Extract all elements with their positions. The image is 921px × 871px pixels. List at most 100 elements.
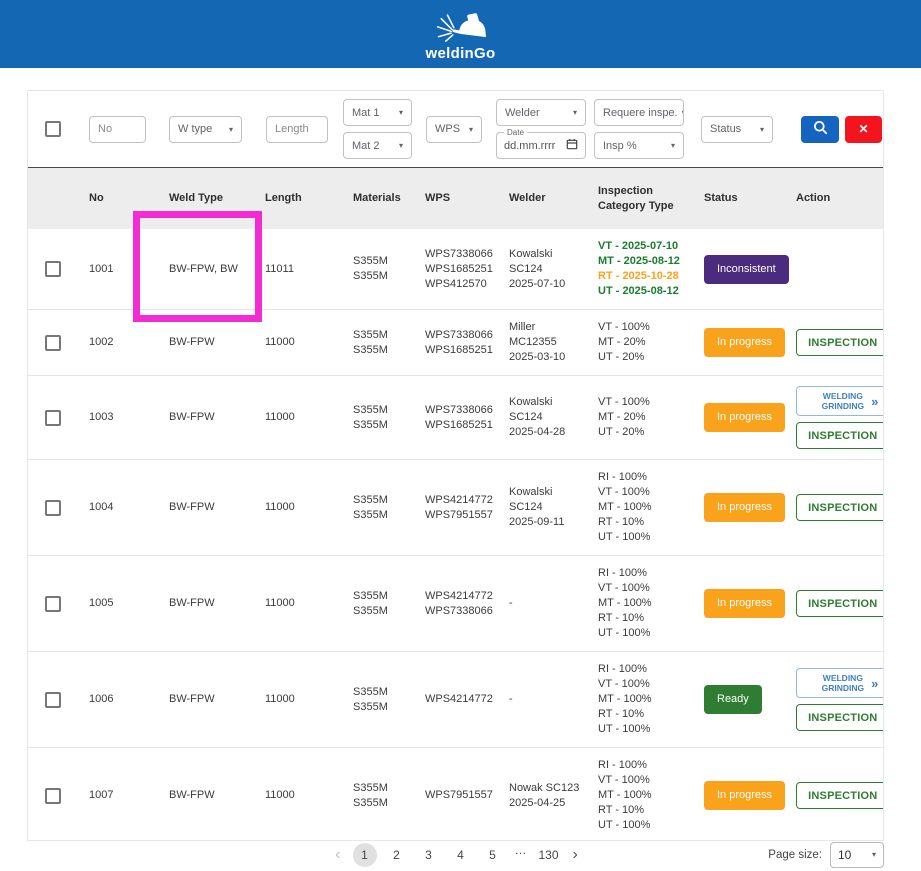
cell-welder: Kowalski SC124 2025-09-11: [509, 486, 565, 528]
cell-no: 1006: [89, 693, 114, 705]
cell-no: 1004: [89, 501, 114, 513]
row-checkbox[interactable]: [45, 691, 61, 708]
cell-inspection: RI - 100% VT - 100% MT - 100% RT - 10% UT - …: [598, 471, 652, 543]
cell-length: 11000: [265, 336, 295, 348]
page-size-select[interactable]: 10 ▾: [830, 841, 884, 868]
page-number-1[interactable]: 1: [352, 842, 377, 867]
col-header-wps: WPS: [425, 192, 451, 204]
page-number-3[interactable]: 3: [425, 847, 432, 862]
cell-welder: Miller MC12355 2025-03-10: [509, 321, 566, 363]
table-row: 1006 BW-FPW 11000 S355M S355M WPS4214772 …: [28, 652, 883, 748]
page-number-4[interactable]: 4: [457, 847, 464, 862]
welding-grinding-button[interactable]: WELDING GRINDING»: [796, 668, 883, 698]
col-header-no: No: [89, 192, 104, 204]
double-chevron-icon: »: [871, 675, 879, 691]
row-checkbox[interactable]: [45, 787, 61, 804]
cell-inspection: VT - 2025-07-10 MT - 2025-08-12 RT - 2025-…: [598, 240, 680, 297]
cell-materials: S355M S355M: [353, 403, 388, 431]
row-checkbox[interactable]: [45, 409, 61, 426]
cell-inspection: RI - 100% VT - 100% MT - 100% RT - 10% UT - …: [598, 759, 652, 831]
cell-length: 11000: [265, 693, 295, 705]
cell-welder: Kowalski SC124 2025-04-28: [509, 396, 566, 438]
weld-type-filter-select[interactable]: W type ▾: [169, 115, 242, 143]
inspection-button[interactable]: INSPECTION»: [796, 782, 883, 809]
row-checkbox[interactable]: [45, 499, 61, 516]
chevron-down-icon: ▾: [398, 108, 403, 117]
cell-wps: WPS4214772 WPS7338066: [425, 589, 493, 617]
pagination-bar: ‹ 1 2 3 4 5 … 130 › Page size: 10 ▾: [27, 841, 886, 868]
clear-filters-button[interactable]: ✕: [845, 115, 882, 143]
table-row: 1007 BW-FPW 11000 S355M S355M WPS7951557 …: [28, 748, 883, 840]
no-filter-input[interactable]: [89, 115, 146, 143]
page-ellipsis: …: [514, 842, 527, 857]
mat2-filter-select[interactable]: Mat 2 ▾: [343, 132, 412, 159]
cell-welder: Kowalski SC124 2025-07-10: [509, 247, 566, 290]
chevron-down-icon: ▾: [682, 108, 683, 117]
status-badge: In progress: [704, 589, 786, 618]
date-placeholder: dd.mm.rrrr: [504, 139, 556, 152]
row-checkbox[interactable]: [45, 595, 61, 612]
chevron-prev-icon[interactable]: ‹: [335, 845, 341, 863]
cell-no: 1002: [89, 336, 114, 348]
inspection-button[interactable]: INSPECTION»: [796, 590, 883, 617]
page-number-130[interactable]: 130: [538, 847, 559, 862]
length-filter-input[interactable]: [266, 115, 328, 143]
cell-inspection: VT - 100% MT - 20% UT - 20%: [598, 321, 650, 363]
cell-status: Ready: [688, 685, 780, 714]
cell-no: 1005: [89, 597, 114, 609]
page-number-2[interactable]: 2: [393, 847, 400, 862]
inspection-button[interactable]: INSPECTION»: [796, 329, 883, 356]
cell-status: In progress: [688, 589, 786, 618]
row-checkbox[interactable]: [45, 334, 61, 351]
search-button[interactable]: [801, 115, 839, 143]
page-size-label: Page size:: [768, 848, 822, 861]
cell-length: 11000: [265, 501, 295, 513]
table-row: 1004 BW-FPW 11000 S355M S355M WPS4214772 W…: [28, 460, 883, 556]
date-field-label: Date: [504, 128, 527, 137]
cell-weld-type: BW-FPW: [169, 789, 215, 801]
cell-wps: WPS7338066 WPS1685251 WPS412570: [425, 247, 493, 290]
col-header-welder: Welder: [509, 192, 546, 204]
col-header-action: Action: [796, 192, 831, 204]
select-all-checkbox[interactable]: [45, 121, 61, 137]
cell-inspection: RI - 100% VT - 100% MT - 100% RT - 10% UT - …: [598, 663, 652, 735]
table-row: 1003 BW-FPW 11000 S355M S355M WPS7338066 W…: [28, 376, 883, 460]
cell-materials: S355M S355M: [353, 589, 388, 617]
status-filter-select[interactable]: Status ▾: [701, 115, 773, 143]
chevron-next-icon[interactable]: ›: [572, 845, 578, 863]
inspection-button[interactable]: INSPECTION»: [796, 704, 883, 731]
table-row: 1001 BW-FPW, BW 11011 S355M S355M WPS7338…: [28, 229, 883, 310]
double-chevron-icon: »: [871, 393, 879, 409]
welder-logo-icon: [434, 7, 488, 48]
status-badge: In progress: [704, 781, 786, 810]
col-header-inspection: Inspection Category Type: [598, 184, 674, 212]
welding-grinding-button[interactable]: WELDING GRINDING»: [796, 386, 883, 416]
inspection-button[interactable]: INSPECTION»: [796, 422, 883, 449]
chevron-down-icon: ▾: [670, 141, 675, 150]
status-badge: In progress: [704, 403, 786, 432]
insp-percent-filter-select[interactable]: Insp % ▾: [594, 132, 684, 159]
clear-icon: ✕: [858, 122, 869, 136]
cell-weld-type: BW-FPW: [169, 411, 215, 423]
cell-status: In progress: [688, 403, 786, 432]
inspection-button[interactable]: INSPECTION»: [796, 494, 883, 521]
status-badge: Ready: [704, 685, 762, 714]
require-inspection-filter-select[interactable]: Requere inspe. ▾: [594, 99, 684, 126]
page-number-5[interactable]: 5: [489, 847, 496, 862]
cell-length: 11011: [265, 262, 294, 275]
search-icon: [813, 120, 828, 138]
cell-welder: -: [509, 693, 513, 705]
table-row: 1005 BW-FPW 11000 S355M S355M WPS4214772 W…: [28, 556, 883, 652]
welder-filter-select[interactable]: Welder ▾: [496, 99, 586, 126]
cell-status: In progress: [688, 493, 786, 522]
cell-status: In progress: [688, 328, 786, 357]
mat1-filter-select[interactable]: Mat 1 ▾: [343, 99, 412, 126]
app-header: weldinGo: [0, 0, 921, 68]
cell-materials: S355M S355M: [353, 781, 388, 809]
wps-filter-select[interactable]: WPS ▾: [426, 115, 482, 143]
cell-materials: S355M S355M: [353, 685, 388, 713]
cell-wps: WPS4214772: [425, 693, 493, 705]
row-checkbox[interactable]: [45, 261, 61, 277]
date-filter-input[interactable]: Date dd.mm.rrrr: [496, 128, 586, 159]
